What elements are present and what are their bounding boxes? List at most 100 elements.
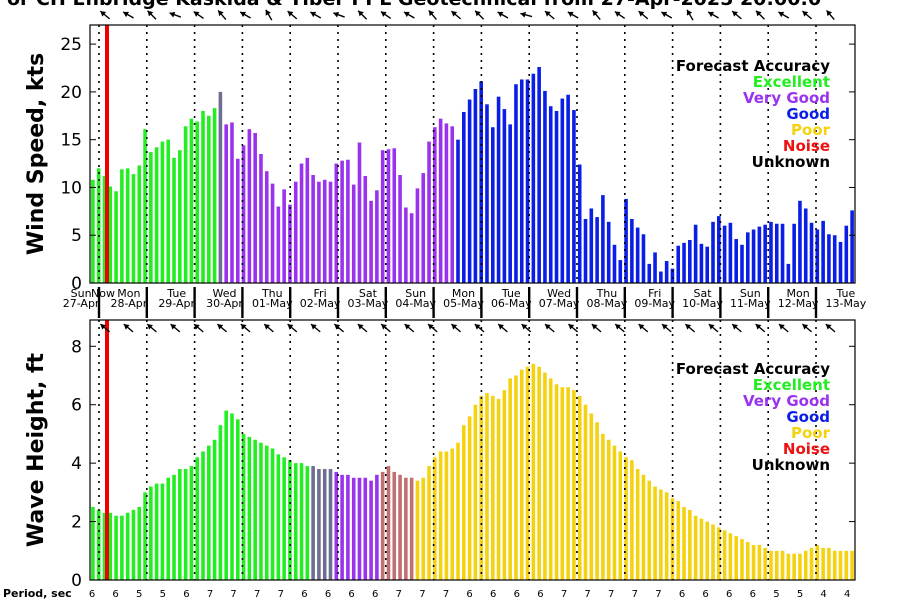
direction-arrow	[123, 323, 134, 333]
period-value: 6	[537, 589, 543, 600]
bar-wind	[606, 221, 611, 283]
bar-wind	[583, 218, 588, 283]
period-value: 7	[608, 589, 614, 600]
direction-arrow	[684, 323, 696, 333]
period-value: 6	[514, 589, 520, 600]
bar-wave	[276, 454, 281, 580]
bar-wave	[357, 477, 362, 580]
direction-arrow	[567, 11, 579, 19]
direction-arrow	[755, 323, 766, 333]
direction-arrow	[731, 323, 742, 333]
direction-arrow	[567, 323, 579, 333]
bar-wind	[815, 229, 820, 283]
bar-wind	[421, 173, 426, 283]
period-value: 7	[278, 589, 284, 600]
day-name: Sun	[740, 287, 761, 300]
arrow-head	[545, 324, 551, 330]
bar-wave	[363, 477, 368, 580]
bar-wave	[693, 515, 698, 580]
bar-wind	[780, 223, 785, 283]
direction-arrow	[801, 323, 813, 333]
arrow-head	[333, 11, 340, 18]
bar-wind	[201, 111, 205, 283]
bar-wave	[212, 439, 217, 580]
arrow-head	[428, 10, 435, 17]
bar-wind	[560, 98, 565, 283]
bar-wave	[606, 439, 611, 580]
day-name: Sat	[359, 287, 378, 300]
arrow-head	[380, 11, 387, 17]
bar-wave	[502, 390, 507, 580]
direction-arrow	[614, 323, 625, 333]
bar-wind	[838, 241, 843, 283]
arrow-head	[287, 324, 294, 330]
bar-wave	[531, 363, 536, 580]
bar-wave	[496, 398, 501, 580]
bar-wind	[479, 81, 483, 283]
bar-wave	[745, 542, 750, 580]
period-value: 6	[702, 589, 708, 600]
legend-item: Excellent	[753, 73, 830, 91]
bar-wind	[543, 90, 547, 284]
arrow-head	[240, 324, 247, 330]
bar-wind	[537, 67, 541, 283]
day-name: Tue	[836, 287, 856, 300]
bar-wave	[572, 390, 576, 580]
day-name: Fri	[648, 287, 661, 300]
period-value: 6	[112, 589, 118, 600]
y-axis-label: Wave Height, ft	[24, 352, 49, 547]
bar-wave	[421, 477, 426, 580]
arrow-head	[685, 324, 692, 330]
bar-wind	[386, 149, 391, 283]
bar-wind	[612, 244, 617, 283]
day-name: Wed	[547, 287, 571, 300]
bar-wind	[693, 224, 698, 283]
bar-wind	[670, 268, 675, 283]
period-value: 5	[136, 589, 142, 600]
bar-wind	[467, 99, 472, 283]
bar-wave	[676, 501, 681, 580]
bar-wave	[774, 550, 779, 580]
direction-arrow	[403, 11, 415, 19]
bar-wave	[850, 550, 854, 580]
bar-wind	[340, 160, 344, 283]
bar-wind	[108, 186, 113, 283]
bar-wind	[572, 110, 576, 283]
bar-wind	[717, 216, 721, 283]
bar-wind	[334, 163, 339, 283]
bar-wave	[247, 436, 252, 580]
bar-wave	[467, 416, 472, 580]
arrow-head	[451, 11, 458, 17]
bar-wind	[178, 150, 182, 283]
bar-wind	[392, 148, 397, 283]
bar-wave	[780, 550, 785, 580]
direction-arrow	[614, 10, 626, 20]
direction-arrow	[217, 9, 227, 21]
bar-wind	[792, 223, 796, 283]
arrow-head	[404, 11, 410, 18]
legend-item: Good	[786, 105, 830, 123]
period-value: 7	[230, 589, 236, 600]
bar-wind	[630, 218, 634, 283]
arrow-head	[404, 324, 411, 330]
bar-wind	[595, 217, 599, 283]
bar-wave	[131, 509, 136, 580]
direction-arrow	[520, 11, 533, 18]
day-date: 10-May	[682, 297, 723, 310]
arrow-head	[732, 11, 738, 17]
arrow-head	[240, 11, 247, 18]
period-value: 4	[844, 589, 850, 600]
day-date: 09-May	[634, 297, 675, 310]
bar-wind	[230, 122, 234, 283]
arrow-head	[661, 11, 668, 18]
bar-wave	[183, 468, 188, 580]
bar-wave	[844, 550, 849, 580]
bar-wave	[270, 448, 275, 580]
day-name: Sun	[405, 287, 426, 300]
arrow-head	[802, 11, 809, 17]
day-name: Thu	[261, 287, 283, 300]
bar-wave	[647, 480, 652, 580]
bar-wave	[490, 395, 495, 580]
